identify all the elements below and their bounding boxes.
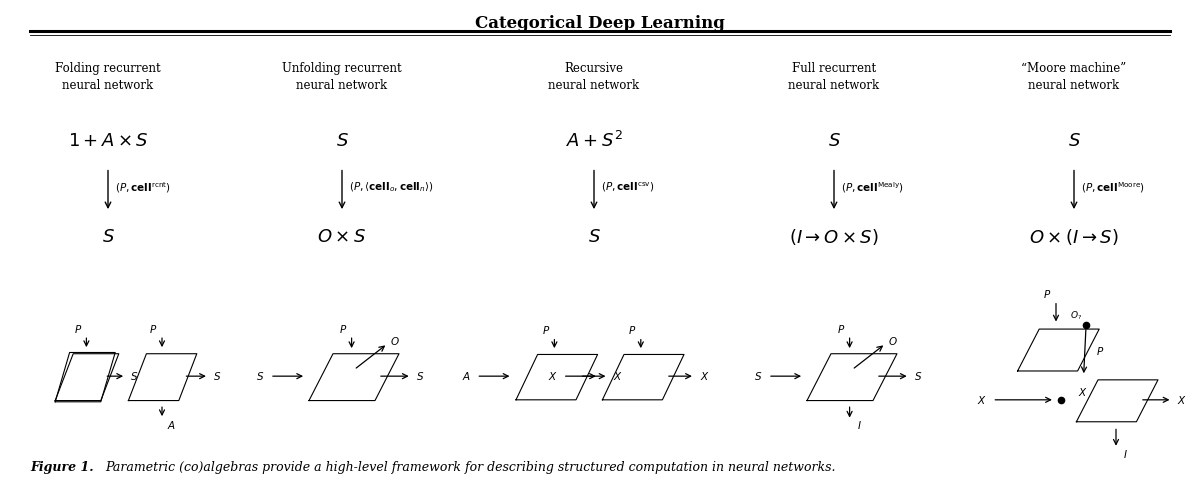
Text: Full recurrent: Full recurrent (792, 62, 876, 74)
Text: $P$: $P$ (1044, 288, 1051, 300)
Text: $S$: $S$ (416, 370, 424, 382)
Text: Figure 1.: Figure 1. (30, 461, 98, 474)
Text: $O$: $O$ (888, 335, 898, 347)
Text: $P$: $P$ (340, 323, 347, 335)
Text: $(P,\mathbf{cell}^{\mathrm{csv}})$: $(P,\mathbf{cell}^{\mathrm{csv}})$ (601, 180, 655, 194)
Text: $O_?$: $O_?$ (1070, 309, 1082, 322)
Text: $S$: $S$ (102, 228, 114, 246)
Text: neural network: neural network (62, 79, 154, 92)
Text: Categorical Deep Learning: Categorical Deep Learning (475, 15, 725, 32)
Text: $P$: $P$ (150, 323, 157, 335)
Text: $A + S^2$: $A + S^2$ (565, 131, 623, 150)
Text: $P$: $P$ (1097, 345, 1104, 357)
Text: $A$: $A$ (167, 419, 176, 431)
Text: $P$: $P$ (74, 323, 82, 335)
Text: $S$: $S$ (214, 370, 221, 382)
Text: $(I \to O \times S)$: $(I \to O \times S)$ (790, 227, 878, 246)
Text: $(P,\langle\mathbf{cell}_o,\mathbf{cell}_n\rangle)$: $(P,\langle\mathbf{cell}_o,\mathbf{cell}… (349, 180, 434, 194)
Text: $A$: $A$ (462, 370, 472, 382)
Text: $I$: $I$ (857, 420, 862, 431)
Text: $S$: $S$ (257, 370, 264, 382)
Text: $P$: $P$ (542, 324, 550, 336)
Text: Recursive: Recursive (564, 62, 624, 74)
Text: $P$: $P$ (838, 323, 845, 335)
Text: neural network: neural network (296, 79, 388, 92)
Text: $X$: $X$ (613, 370, 623, 382)
Text: $(P,\mathbf{cell}^{\mathrm{Moore}})$: $(P,\mathbf{cell}^{\mathrm{Moore}})$ (1081, 180, 1145, 195)
Text: $S$: $S$ (828, 132, 840, 149)
Text: “Moore machine”: “Moore machine” (1021, 62, 1127, 74)
Text: $S$: $S$ (131, 370, 138, 382)
Text: $X$: $X$ (1078, 386, 1087, 398)
Text: $S$: $S$ (914, 370, 922, 382)
Text: Unfolding recurrent: Unfolding recurrent (282, 62, 402, 74)
Text: $X$: $X$ (700, 370, 709, 382)
Text: neural network: neural network (1028, 79, 1120, 92)
Text: $O \times S$: $O \times S$ (318, 228, 366, 246)
Text: $S$: $S$ (336, 132, 348, 149)
Text: $I$: $I$ (1123, 448, 1128, 459)
Text: neural network: neural network (788, 79, 880, 92)
Text: $O$: $O$ (390, 335, 400, 347)
Text: Folding recurrent: Folding recurrent (55, 62, 161, 74)
Text: $S$: $S$ (755, 370, 762, 382)
Text: $O \times (I \to S)$: $O \times (I \to S)$ (1030, 227, 1118, 246)
Text: Parametric (co)algebras provide a high-level framework for describing structured: Parametric (co)algebras provide a high-l… (106, 461, 836, 474)
Text: $P$: $P$ (629, 324, 636, 336)
Text: $X$: $X$ (548, 370, 558, 382)
Text: $S$: $S$ (588, 228, 600, 246)
Text: $(P,\mathbf{cell}^{\mathrm{rcnt}})$: $(P,\mathbf{cell}^{\mathrm{rcnt}})$ (115, 180, 172, 195)
Text: $S$: $S$ (1068, 132, 1080, 149)
Text: neural network: neural network (548, 79, 640, 92)
Text: $1 + A \times S$: $1 + A \times S$ (67, 132, 149, 149)
Text: $X$: $X$ (977, 394, 986, 406)
Text: $(P,\mathbf{cell}^{\mathrm{Mealy}})$: $(P,\mathbf{cell}^{\mathrm{Mealy}})$ (841, 180, 904, 195)
Text: $X$: $X$ (1177, 394, 1187, 406)
